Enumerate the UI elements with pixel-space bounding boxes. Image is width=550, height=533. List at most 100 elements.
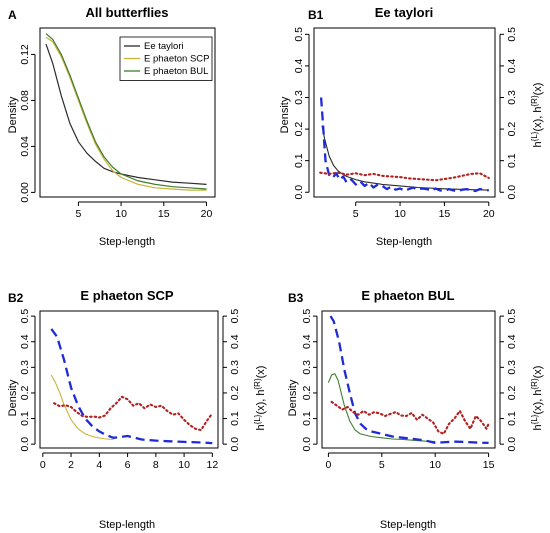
- panel-title: E phaeton BUL: [361, 288, 454, 303]
- series-line: [330, 400, 490, 435]
- x-tick-label: 20: [483, 208, 495, 220]
- plot-frame: [321, 310, 496, 449]
- y-tick-label: 0.0: [301, 437, 313, 452]
- series-layer: [319, 97, 490, 193]
- x-tick-label: 0: [40, 459, 46, 471]
- y-tick-label: 0.1: [301, 411, 313, 426]
- series-line: [45, 43, 207, 185]
- series-line: [53, 395, 214, 432]
- x-ticks: 5 10 15 20: [353, 201, 495, 220]
- right-y-tick-label: 0.3: [229, 360, 241, 375]
- right-y-tick-label: 0.0: [229, 437, 241, 452]
- y-axis-label: Density: [287, 379, 299, 416]
- series-layer: [50, 328, 214, 445]
- y-ticks: 0.00 0.04 0.08 0.12: [19, 44, 36, 203]
- x-tick-label: 10: [115, 208, 127, 220]
- right-y-tick-label: 0.4: [506, 58, 518, 73]
- series-line: [321, 125, 489, 191]
- y-tick-label: 0.0: [293, 185, 305, 200]
- series-line: [329, 315, 489, 445]
- panel-b2: B2 E phaeton SCP Step-length Density h{L…: [7, 288, 267, 531]
- x-axis-label: Step-length: [376, 236, 432, 248]
- y-ticks: 0.0 0.1 0.2 0.3 0.4 0.5: [293, 27, 310, 200]
- y-axis-label: Density: [7, 379, 19, 416]
- series-line: [319, 97, 489, 193]
- y-tick-label: 0.4: [301, 334, 313, 349]
- x-tick-label: 10: [178, 459, 190, 471]
- panel-title: All butterflies: [85, 5, 168, 20]
- right-y-tick-label: 0.1: [506, 411, 518, 426]
- panel-b1: B1 Ee taylori Step-length Density h{L}(x…: [279, 5, 544, 248]
- right-y-tick-label: 0.4: [506, 334, 518, 349]
- y-axis-label: Density: [7, 96, 19, 133]
- x-ticks: 0 2 4 6 8 10 12: [40, 452, 219, 471]
- x-axis-label: Step-length: [99, 519, 155, 531]
- y-tick-label: 0.0: [19, 437, 31, 452]
- y-tick-label: 0.08: [19, 90, 31, 111]
- right-y-tick-label: 0.3: [506, 90, 518, 105]
- y-tick-label: 0.3: [293, 90, 305, 105]
- panel-a: A All butterflies Step-length Density 5 1…: [7, 5, 216, 248]
- right-y-tick-label: 0.1: [506, 153, 518, 168]
- series-line: [50, 374, 114, 441]
- right-y-ticks: 0.0 0.1 0.2 0.3 0.4 0.5: [499, 309, 518, 452]
- x-tick-label: 5: [353, 208, 359, 220]
- right-y-tick-label: 0.1: [229, 411, 241, 426]
- y-axis-label: Density: [279, 96, 291, 133]
- y-ticks: 0.0 0.1 0.2 0.3 0.4 0.5: [301, 309, 318, 452]
- right-y-tick-label: 0.2: [229, 385, 241, 400]
- x-ticks: 5 10 15 20: [75, 201, 212, 220]
- panel-letter: A: [8, 8, 17, 22]
- y-tick-label: 0.1: [19, 411, 31, 426]
- right-y-tick-label: 0.2: [506, 122, 518, 137]
- x-ticks: 0 5 10 15: [325, 452, 495, 471]
- y-tick-label: 0.5: [293, 27, 305, 42]
- right-y-axis-label: h{L}(x), h{R}(x): [530, 83, 545, 148]
- x-tick-label: 5: [379, 459, 385, 471]
- x-tick-label: 6: [125, 459, 131, 471]
- series-line: [319, 171, 490, 182]
- plot-frame: [39, 310, 219, 449]
- series-layer: [327, 315, 490, 445]
- x-tick-label: 2: [68, 459, 74, 471]
- x-tick-label: 10: [429, 459, 441, 471]
- y-tick-label: 0.1: [293, 153, 305, 168]
- x-tick-label: 4: [96, 459, 102, 471]
- x-tick-label: 8: [153, 459, 159, 471]
- panel-title: E phaeton SCP: [80, 288, 174, 303]
- right-y-tick-label: 0.5: [229, 309, 241, 324]
- y-tick-label: 0.5: [19, 309, 31, 324]
- plot-frame: [313, 27, 496, 198]
- legend-entry-label: E phaeton BUL: [144, 66, 208, 77]
- right-y-tick-label: 0.0: [506, 437, 518, 452]
- right-y-axis-label: h{L}(x), h{R}(x): [253, 366, 268, 431]
- legend-entry-label: Ee taylori: [144, 41, 184, 52]
- y-tick-label: 0.2: [293, 122, 305, 137]
- series-layer: [45, 33, 207, 191]
- x-tick-label: 0: [325, 459, 331, 471]
- y-tick-label: 0.5: [301, 309, 313, 324]
- x-tick-label: 12: [207, 459, 219, 471]
- y-tick-label: 0.2: [301, 385, 313, 400]
- right-y-ticks: 0.0 0.1 0.2 0.3 0.4 0.5: [222, 309, 241, 452]
- series-line: [327, 373, 436, 443]
- y-tick-label: 0.3: [19, 360, 31, 375]
- x-tick-label: 10: [394, 208, 406, 220]
- series-line: [45, 36, 207, 191]
- y-tick-label: 0.12: [19, 44, 31, 65]
- right-y-tick-label: 0.5: [506, 309, 518, 324]
- right-y-ticks: 0.0 0.1 0.2 0.3 0.4 0.5: [499, 27, 518, 200]
- panel-title: Ee taylori: [375, 5, 434, 20]
- series-line: [50, 328, 213, 445]
- x-tick-label: 15: [439, 208, 451, 220]
- right-y-tick-label: 0.0: [506, 185, 518, 200]
- panel-letter: B2: [8, 291, 24, 305]
- right-y-tick-label: 0.4: [229, 334, 241, 349]
- y-tick-label: 0.04: [19, 136, 31, 157]
- panel-b3: B3 E phaeton BUL Step-length Density h{L…: [287, 288, 544, 531]
- x-tick-label: 15: [483, 459, 495, 471]
- x-tick-label: 5: [75, 208, 81, 220]
- x-tick-label: 15: [158, 208, 170, 220]
- panel-letter: B1: [308, 8, 324, 22]
